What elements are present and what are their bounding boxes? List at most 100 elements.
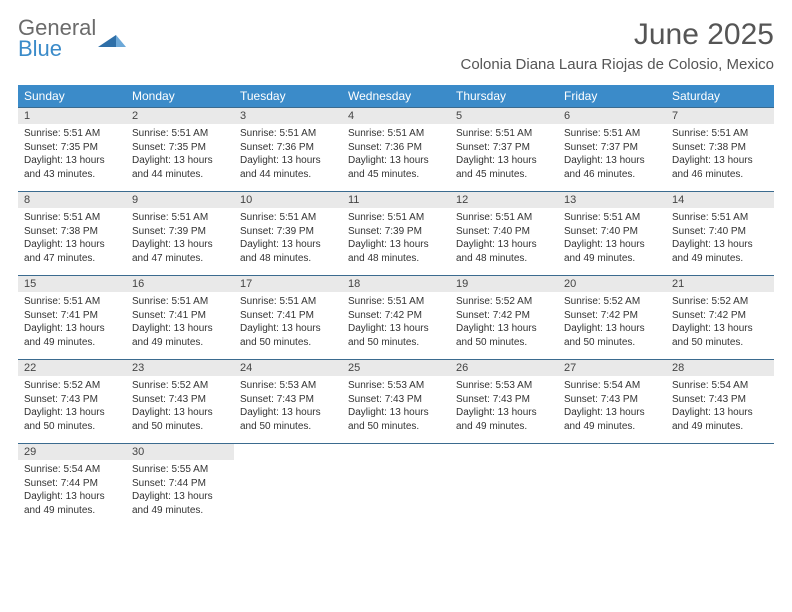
day-number-cell: 16 (126, 276, 234, 293)
daylight-line: Daylight: 13 hours and 44 minutes. (132, 154, 228, 181)
sunset-line: Sunset: 7:41 PM (24, 309, 120, 323)
day-content-cell: Sunrise: 5:51 AMSunset: 7:36 PMDaylight:… (342, 124, 450, 192)
day-content-cell: Sunrise: 5:54 AMSunset: 7:43 PMDaylight:… (666, 376, 774, 444)
day-number-cell: 19 (450, 276, 558, 293)
daylight-line: Daylight: 13 hours and 50 minutes. (456, 322, 552, 349)
day-number-cell: 24 (234, 360, 342, 377)
day-number-cell: 30 (126, 444, 234, 461)
sunset-line: Sunset: 7:38 PM (672, 141, 768, 155)
daylight-line: Daylight: 13 hours and 50 minutes. (564, 322, 660, 349)
sunset-line: Sunset: 7:43 PM (240, 393, 336, 407)
sunrise-line: Sunrise: 5:51 AM (456, 127, 552, 141)
sunset-line: Sunset: 7:43 PM (672, 393, 768, 407)
daylight-line: Daylight: 13 hours and 49 minutes. (672, 238, 768, 265)
daylight-line: Daylight: 13 hours and 49 minutes. (132, 490, 228, 517)
sunrise-line: Sunrise: 5:52 AM (24, 379, 120, 393)
day-content-cell: Sunrise: 5:51 AMSunset: 7:35 PMDaylight:… (18, 124, 126, 192)
day-number-cell: 13 (558, 192, 666, 209)
day-content-cell: Sunrise: 5:54 AMSunset: 7:44 PMDaylight:… (18, 460, 126, 527)
sunrise-line: Sunrise: 5:51 AM (132, 295, 228, 309)
brand-text: General Blue (18, 18, 96, 60)
day-number-cell: 26 (450, 360, 558, 377)
day-content-row: Sunrise: 5:51 AMSunset: 7:41 PMDaylight:… (18, 292, 774, 360)
day-content-cell: Sunrise: 5:51 AMSunset: 7:39 PMDaylight:… (234, 208, 342, 276)
sunset-line: Sunset: 7:36 PM (240, 141, 336, 155)
brand-triangle-icon (98, 29, 126, 49)
day-content-cell: Sunrise: 5:51 AMSunset: 7:36 PMDaylight:… (234, 124, 342, 192)
title-block: June 2025 Colonia Diana Laura Riojas de … (461, 18, 775, 73)
day-content-cell: Sunrise: 5:51 AMSunset: 7:41 PMDaylight:… (234, 292, 342, 360)
daylight-line: Daylight: 13 hours and 49 minutes. (24, 322, 120, 349)
day-number-row: 2930 (18, 444, 774, 461)
sunset-line: Sunset: 7:42 PM (456, 309, 552, 323)
header: General Blue June 2025 Colonia Diana Lau… (18, 18, 774, 73)
day-content-cell: Sunrise: 5:51 AMSunset: 7:41 PMDaylight:… (18, 292, 126, 360)
sunrise-line: Sunrise: 5:51 AM (672, 127, 768, 141)
sunset-line: Sunset: 7:39 PM (348, 225, 444, 239)
daylight-line: Daylight: 13 hours and 49 minutes. (132, 322, 228, 349)
daylight-line: Daylight: 13 hours and 43 minutes. (24, 154, 120, 181)
day-content-cell: Sunrise: 5:51 AMSunset: 7:41 PMDaylight:… (126, 292, 234, 360)
day-content-cell: Sunrise: 5:51 AMSunset: 7:42 PMDaylight:… (342, 292, 450, 360)
weekday-header: Wednesday (342, 85, 450, 108)
sunrise-line: Sunrise: 5:54 AM (24, 463, 120, 477)
empty-cell (666, 460, 774, 527)
daylight-line: Daylight: 13 hours and 50 minutes. (672, 322, 768, 349)
daylight-line: Daylight: 13 hours and 50 minutes. (132, 406, 228, 433)
day-number-cell: 6 (558, 108, 666, 125)
sunset-line: Sunset: 7:43 PM (348, 393, 444, 407)
daylight-line: Daylight: 13 hours and 50 minutes. (348, 406, 444, 433)
sunset-line: Sunset: 7:42 PM (348, 309, 444, 323)
empty-cell (558, 444, 666, 461)
day-number-cell: 11 (342, 192, 450, 209)
sunrise-line: Sunrise: 5:51 AM (672, 211, 768, 225)
daylight-line: Daylight: 13 hours and 49 minutes. (24, 490, 120, 517)
day-content-cell: Sunrise: 5:54 AMSunset: 7:43 PMDaylight:… (558, 376, 666, 444)
sunset-line: Sunset: 7:43 PM (456, 393, 552, 407)
day-number-row: 891011121314 (18, 192, 774, 209)
day-content-cell: Sunrise: 5:52 AMSunset: 7:42 PMDaylight:… (666, 292, 774, 360)
daylight-line: Daylight: 13 hours and 49 minutes. (672, 406, 768, 433)
day-number-cell: 17 (234, 276, 342, 293)
sunset-line: Sunset: 7:44 PM (132, 477, 228, 491)
sunrise-line: Sunrise: 5:51 AM (132, 127, 228, 141)
empty-cell (342, 460, 450, 527)
day-number-cell: 28 (666, 360, 774, 377)
sunset-line: Sunset: 7:43 PM (564, 393, 660, 407)
day-content-cell: Sunrise: 5:51 AMSunset: 7:40 PMDaylight:… (450, 208, 558, 276)
weekday-header: Sunday (18, 85, 126, 108)
sunrise-line: Sunrise: 5:51 AM (24, 211, 120, 225)
day-number-cell: 18 (342, 276, 450, 293)
day-number-cell: 23 (126, 360, 234, 377)
sunrise-line: Sunrise: 5:51 AM (240, 295, 336, 309)
weekday-header: Tuesday (234, 85, 342, 108)
day-number-cell: 29 (18, 444, 126, 461)
empty-cell (450, 444, 558, 461)
day-content-cell: Sunrise: 5:53 AMSunset: 7:43 PMDaylight:… (450, 376, 558, 444)
sunrise-line: Sunrise: 5:52 AM (564, 295, 660, 309)
sunrise-line: Sunrise: 5:51 AM (240, 127, 336, 141)
sunset-line: Sunset: 7:35 PM (132, 141, 228, 155)
daylight-line: Daylight: 13 hours and 44 minutes. (240, 154, 336, 181)
empty-cell (558, 460, 666, 527)
day-number-cell: 12 (450, 192, 558, 209)
daylight-line: Daylight: 13 hours and 50 minutes. (348, 322, 444, 349)
sunrise-line: Sunrise: 5:51 AM (240, 211, 336, 225)
empty-cell (234, 444, 342, 461)
day-content-cell: Sunrise: 5:51 AMSunset: 7:37 PMDaylight:… (558, 124, 666, 192)
day-number-cell: 4 (342, 108, 450, 125)
sunrise-line: Sunrise: 5:51 AM (456, 211, 552, 225)
sunset-line: Sunset: 7:35 PM (24, 141, 120, 155)
sunrise-line: Sunrise: 5:51 AM (348, 211, 444, 225)
sunset-line: Sunset: 7:43 PM (132, 393, 228, 407)
sunrise-line: Sunrise: 5:54 AM (672, 379, 768, 393)
sunrise-line: Sunrise: 5:51 AM (132, 211, 228, 225)
weekday-header: Monday (126, 85, 234, 108)
sunrise-line: Sunrise: 5:51 AM (24, 295, 120, 309)
day-number-cell: 27 (558, 360, 666, 377)
sunrise-line: Sunrise: 5:51 AM (564, 127, 660, 141)
weekday-header: Friday (558, 85, 666, 108)
sunset-line: Sunset: 7:41 PM (240, 309, 336, 323)
sunset-line: Sunset: 7:37 PM (564, 141, 660, 155)
day-content-row: Sunrise: 5:51 AMSunset: 7:38 PMDaylight:… (18, 208, 774, 276)
